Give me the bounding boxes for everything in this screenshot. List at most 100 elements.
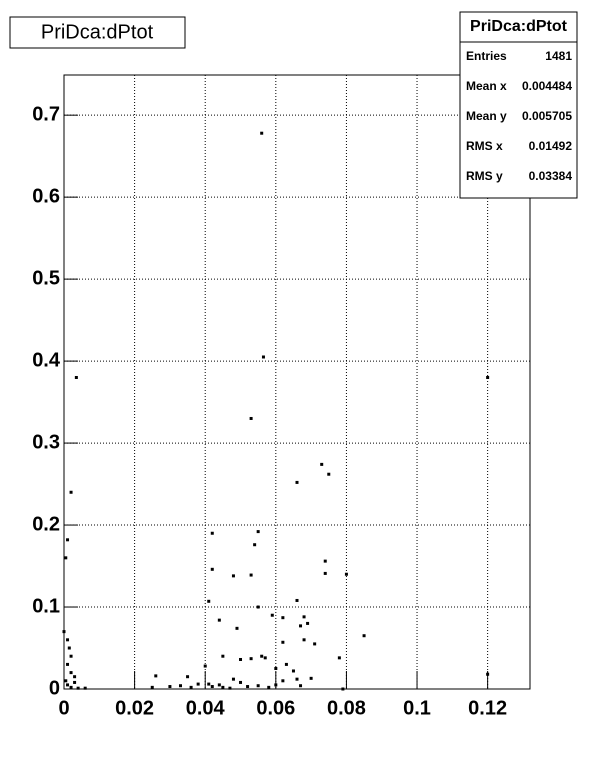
point: [299, 624, 303, 628]
stats-title: PriDca:dPtot: [470, 18, 568, 35]
point: [168, 685, 172, 689]
stats-label: RMS x: [466, 139, 503, 153]
stats-label: Mean y: [466, 109, 507, 123]
point: [486, 672, 490, 676]
point: [291, 669, 295, 673]
point: [228, 686, 232, 690]
x-tick-label: 0.1: [403, 697, 431, 719]
point: [189, 685, 193, 689]
x-tick-label: 0.08: [327, 697, 366, 719]
point: [256, 684, 260, 688]
point: [62, 630, 66, 634]
point: [313, 642, 317, 646]
x-tick-label: 0.02: [115, 697, 154, 719]
point: [235, 626, 239, 630]
title-box: [9, 16, 186, 49]
point: [64, 556, 68, 560]
stats-box: [459, 11, 578, 199]
point: [186, 675, 190, 679]
point: [306, 621, 310, 625]
x-tick-label: 0: [58, 697, 69, 719]
point: [210, 567, 214, 571]
point: [217, 618, 221, 622]
stats-label: Mean x: [466, 79, 507, 93]
point: [486, 375, 490, 379]
point: [231, 677, 235, 681]
point: [231, 574, 235, 578]
stats-label: RMS y: [466, 169, 503, 183]
stats-value: 0.01492: [529, 139, 573, 153]
point: [281, 679, 285, 683]
point: [344, 572, 348, 576]
plot-frame: [63, 74, 531, 690]
point: [150, 685, 154, 689]
point: [256, 530, 260, 534]
stats-label: Entries: [466, 49, 507, 63]
y-tick-label: 0: [49, 677, 60, 699]
point: [246, 685, 250, 689]
chart-title: PriDca:dPtot: [41, 21, 154, 43]
point: [253, 543, 257, 547]
point: [327, 472, 331, 476]
point: [221, 685, 225, 689]
point: [302, 615, 306, 619]
point: [196, 682, 200, 686]
point: [256, 605, 260, 609]
point: [249, 416, 253, 420]
point: [323, 559, 327, 563]
point: [210, 531, 214, 535]
point: [210, 685, 214, 689]
y-tick-label: 0.5: [32, 267, 60, 289]
point: [179, 684, 182, 688]
point: [302, 638, 306, 642]
point: [323, 571, 327, 575]
point: [203, 664, 207, 668]
point: [274, 667, 278, 671]
point: [270, 613, 274, 617]
point: [281, 616, 285, 620]
stats-value: 0.005705: [522, 109, 572, 123]
stats-value: 0.004484: [522, 79, 572, 93]
x-tick-label: 0.04: [186, 697, 226, 719]
x-tick-label: 0.06: [256, 697, 295, 719]
point: [67, 646, 71, 650]
point: [249, 657, 253, 661]
point: [66, 538, 70, 542]
point: [309, 676, 313, 680]
point: [73, 680, 77, 684]
point: [239, 680, 243, 684]
point: [76, 686, 80, 690]
y-tick-label: 0.7: [32, 103, 60, 125]
point: [341, 687, 345, 691]
point: [69, 654, 73, 658]
point: [207, 599, 211, 603]
point: [299, 684, 303, 688]
point: [66, 683, 70, 687]
point: [260, 131, 264, 135]
stats-value: 1481: [545, 49, 572, 63]
point: [69, 490, 73, 494]
point: [284, 662, 288, 666]
point: [66, 638, 70, 642]
point: [362, 634, 366, 638]
point: [295, 677, 299, 681]
point: [295, 598, 299, 602]
point: [239, 657, 243, 661]
point: [221, 654, 225, 658]
y-tick-label: 0.6: [32, 185, 60, 207]
point: [281, 640, 285, 644]
point: [249, 573, 253, 577]
point: [69, 671, 73, 675]
point: [154, 674, 158, 678]
point: [207, 682, 211, 686]
point: [320, 462, 324, 466]
point: [74, 375, 78, 379]
point: [261, 355, 265, 359]
point: [64, 679, 68, 683]
y-tick-label: 0.2: [32, 513, 60, 535]
point: [66, 662, 70, 666]
x-tick-label: 0.12: [468, 697, 507, 719]
y-tick-label: 0.4: [32, 349, 61, 371]
y-tick-label: 0.1: [32, 595, 60, 617]
